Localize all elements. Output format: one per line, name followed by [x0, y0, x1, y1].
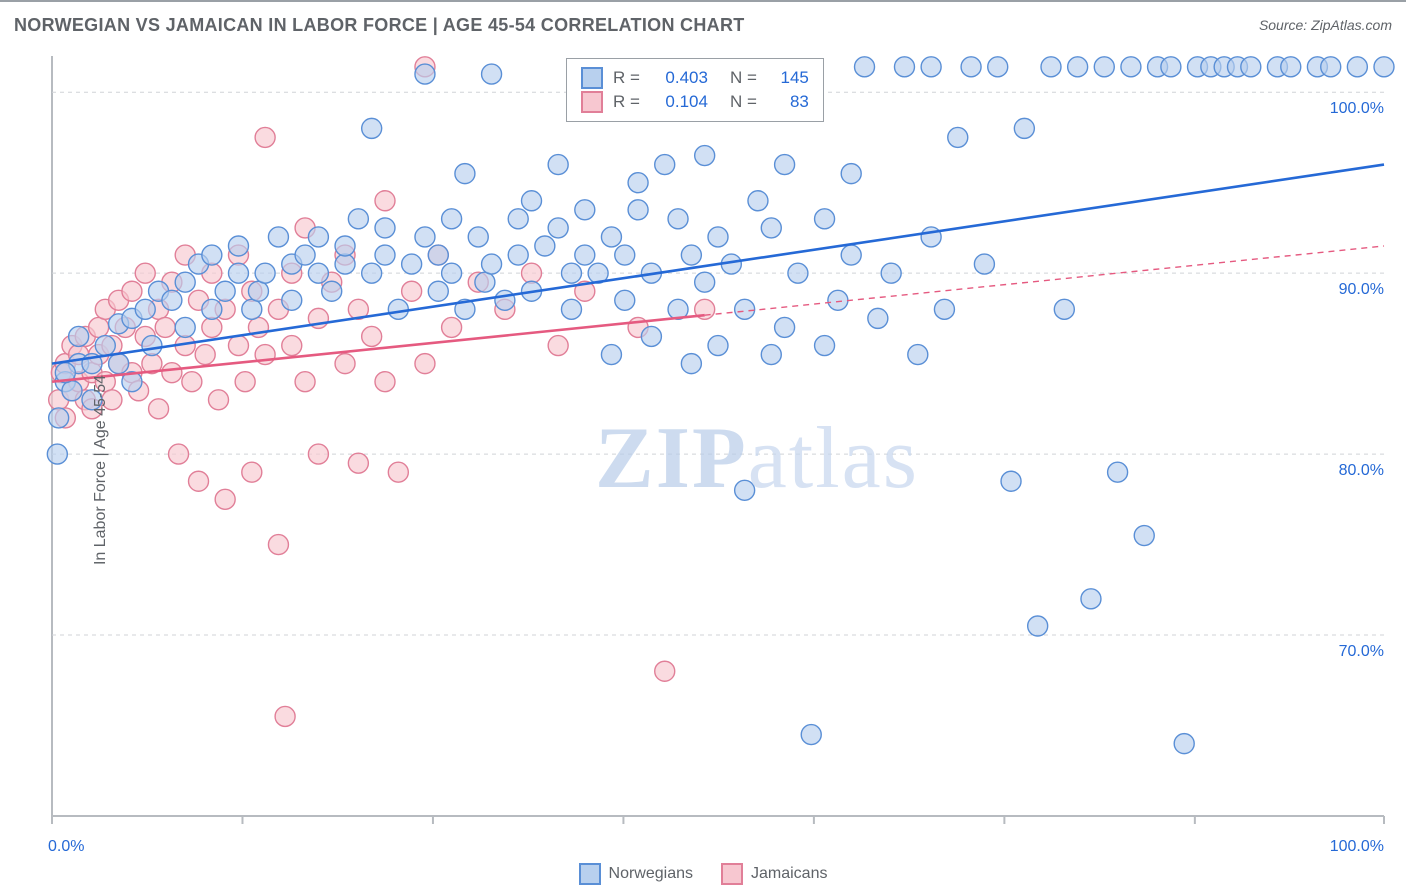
x-axis-min-label: 0.0% — [48, 838, 84, 856]
r-label: R = — [613, 92, 640, 112]
n-label: N = — [730, 92, 757, 112]
n-label: N = — [730, 68, 757, 88]
chart-title: NORWEGIAN VS JAMAICAN IN LABOR FORCE | A… — [14, 15, 745, 36]
header-bar: NORWEGIAN VS JAMAICAN IN LABOR FORCE | A… — [0, 0, 1406, 48]
legend-top-row: R = 0.403 N = 145 — [581, 67, 809, 89]
x-axis-max-label: 100.0% — [1330, 838, 1384, 856]
y-tick-label: 70.0% — [1339, 643, 1384, 661]
n-value: 145 — [767, 68, 809, 88]
jamaican-swatch-icon — [581, 91, 603, 113]
r-value: 0.104 — [650, 92, 708, 112]
legend-label: Jamaicans — [751, 865, 827, 883]
y-axis-title: In Labor Force | Age 45-54 — [92, 375, 110, 565]
n-value: 83 — [767, 92, 809, 112]
chart-container: In Labor Force | Age 45-54 ZIPatlas 70.0… — [0, 48, 1406, 892]
y-tick-label: 90.0% — [1339, 281, 1384, 299]
y-tick-label: 80.0% — [1339, 462, 1384, 480]
series-legend: Norwegians Jamaicans — [0, 856, 1406, 892]
norwegian-swatch-icon — [579, 863, 601, 885]
r-label: R = — [613, 68, 640, 88]
jamaican-swatch-icon — [721, 863, 743, 885]
legend-item-jamaican: Jamaicans — [721, 863, 827, 885]
correlation-legend: R = 0.403 N = 145 R = 0.104 N = 83 — [566, 58, 824, 122]
legend-top-row: R = 0.104 N = 83 — [581, 91, 809, 113]
y-tick-label: 100.0% — [1330, 100, 1384, 118]
legend-item-norwegian: Norwegians — [579, 863, 693, 885]
scatter-chart-svg — [0, 48, 1406, 892]
source-attribution: Source: ZipAtlas.com — [1259, 17, 1392, 33]
legend-label: Norwegians — [609, 865, 693, 883]
r-value: 0.403 — [650, 68, 708, 88]
norwegian-swatch-icon — [581, 67, 603, 89]
